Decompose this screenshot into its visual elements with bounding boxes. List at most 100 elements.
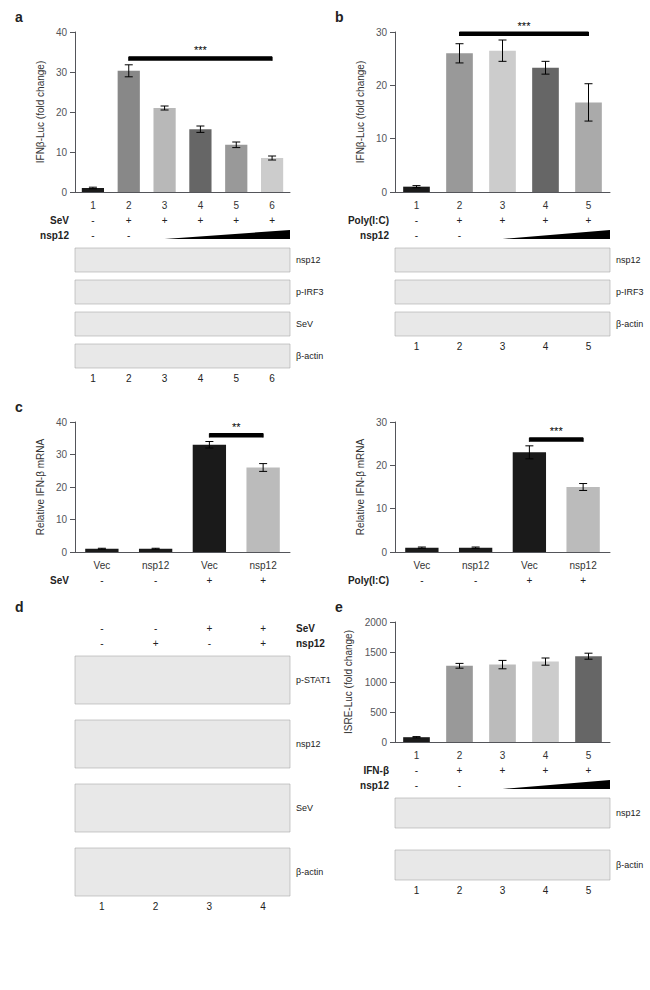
svg-text:***: *** bbox=[518, 20, 532, 32]
svg-text:4: 4 bbox=[198, 200, 204, 211]
svg-text:-: - bbox=[100, 575, 103, 586]
svg-text:1: 1 bbox=[414, 750, 420, 761]
svg-text:-: - bbox=[458, 230, 461, 241]
svg-text:+: + bbox=[153, 638, 159, 649]
svg-text:4: 4 bbox=[260, 901, 266, 912]
svg-text:**: ** bbox=[232, 421, 241, 433]
svg-text:+: + bbox=[500, 215, 506, 226]
svg-text:6: 6 bbox=[269, 373, 275, 384]
svg-text:-: - bbox=[91, 230, 94, 241]
svg-text:-: - bbox=[415, 780, 418, 791]
svg-text:0: 0 bbox=[61, 547, 67, 558]
svg-text:SeV: SeV bbox=[50, 215, 69, 226]
svg-text:2: 2 bbox=[126, 200, 132, 211]
svg-text:0: 0 bbox=[61, 187, 67, 198]
svg-text:***: *** bbox=[194, 44, 208, 56]
svg-text:nsp12: nsp12 bbox=[296, 638, 325, 649]
svg-text:4: 4 bbox=[543, 885, 549, 896]
svg-text:-: - bbox=[154, 623, 157, 634]
svg-text:5: 5 bbox=[586, 341, 592, 352]
svg-text:3: 3 bbox=[162, 373, 168, 384]
svg-text:-: - bbox=[208, 638, 211, 649]
svg-text:+: + bbox=[269, 215, 275, 226]
svg-text:30: 30 bbox=[56, 67, 68, 78]
svg-text:30: 30 bbox=[376, 417, 388, 428]
svg-text:10: 10 bbox=[376, 503, 388, 514]
svg-text:nsp12: nsp12 bbox=[360, 230, 389, 241]
svg-text:20: 20 bbox=[376, 460, 388, 471]
svg-text:nsp12: nsp12 bbox=[616, 255, 641, 265]
svg-text:5: 5 bbox=[586, 750, 592, 761]
svg-text:nsp12: nsp12 bbox=[616, 808, 641, 818]
svg-text:+: + bbox=[260, 575, 266, 586]
svg-text:-: - bbox=[415, 230, 418, 241]
svg-text:b: b bbox=[335, 9, 344, 25]
svg-text:+: + bbox=[580, 575, 586, 586]
svg-text:-: - bbox=[415, 765, 418, 776]
svg-text:SeV: SeV bbox=[50, 575, 69, 586]
svg-text:β-actin: β-actin bbox=[616, 319, 643, 329]
svg-text:nsp12: nsp12 bbox=[296, 255, 321, 265]
svg-text:Poly(I:C): Poly(I:C) bbox=[348, 215, 389, 226]
svg-text:SeV: SeV bbox=[296, 319, 313, 329]
svg-text:30: 30 bbox=[56, 449, 68, 460]
svg-text:20: 20 bbox=[56, 107, 68, 118]
svg-text:Relative IFN-β mRNA: Relative IFN-β mRNA bbox=[35, 439, 46, 536]
svg-text:5: 5 bbox=[586, 885, 592, 896]
svg-text:-: - bbox=[127, 230, 130, 241]
svg-text:IFNβ-Luc (fold change): IFNβ-Luc (fold change) bbox=[35, 61, 46, 163]
svg-text:4: 4 bbox=[543, 200, 549, 211]
svg-text:0: 0 bbox=[381, 187, 387, 198]
svg-text:1: 1 bbox=[90, 200, 96, 211]
svg-text:2: 2 bbox=[457, 885, 463, 896]
svg-text:+: + bbox=[457, 765, 463, 776]
svg-text:10: 10 bbox=[56, 514, 68, 525]
svg-text:nsp12: nsp12 bbox=[250, 560, 278, 571]
svg-text:1000: 1000 bbox=[365, 677, 388, 688]
svg-text:Vec: Vec bbox=[414, 560, 431, 571]
svg-text:p-IRF3: p-IRF3 bbox=[296, 287, 324, 297]
svg-text:a: a bbox=[15, 9, 23, 25]
svg-text:5: 5 bbox=[586, 200, 592, 211]
svg-text:+: + bbox=[206, 575, 212, 586]
svg-text:3: 3 bbox=[500, 341, 506, 352]
svg-text:2: 2 bbox=[457, 200, 463, 211]
svg-text:Vec: Vec bbox=[201, 560, 218, 571]
svg-text:10: 10 bbox=[56, 147, 68, 158]
svg-text:Vec: Vec bbox=[94, 560, 111, 571]
svg-text:1: 1 bbox=[414, 200, 420, 211]
svg-text:0: 0 bbox=[381, 547, 387, 558]
svg-text:+: + bbox=[543, 765, 549, 776]
svg-text:+: + bbox=[586, 215, 592, 226]
svg-text:3: 3 bbox=[500, 750, 506, 761]
svg-text:40: 40 bbox=[56, 27, 68, 38]
svg-text:+: + bbox=[457, 215, 463, 226]
svg-text:nsp12: nsp12 bbox=[40, 230, 69, 241]
svg-text:+: + bbox=[526, 575, 532, 586]
svg-text:c: c bbox=[15, 399, 23, 415]
svg-text:+: + bbox=[197, 215, 203, 226]
svg-text:-: - bbox=[100, 623, 103, 634]
svg-text:6: 6 bbox=[269, 200, 275, 211]
svg-text:Poly(I:C): Poly(I:C) bbox=[348, 575, 389, 586]
svg-text:+: + bbox=[260, 623, 266, 634]
svg-text:Relative IFN-β mRNA: Relative IFN-β mRNA bbox=[355, 439, 366, 536]
svg-text:10: 10 bbox=[376, 133, 388, 144]
svg-text:0: 0 bbox=[381, 737, 387, 748]
svg-text:d: d bbox=[15, 599, 24, 615]
svg-text:+: + bbox=[260, 638, 266, 649]
svg-text:-: - bbox=[91, 215, 94, 226]
svg-text:p-STAT1: p-STAT1 bbox=[296, 675, 331, 685]
svg-text:+: + bbox=[233, 215, 239, 226]
svg-text:+: + bbox=[500, 765, 506, 776]
svg-text:nsp12: nsp12 bbox=[360, 780, 389, 791]
svg-text:1: 1 bbox=[414, 885, 420, 896]
svg-text:Vec: Vec bbox=[521, 560, 538, 571]
svg-text:3: 3 bbox=[500, 200, 506, 211]
svg-text:-: - bbox=[458, 780, 461, 791]
svg-text:nsp12: nsp12 bbox=[570, 560, 598, 571]
svg-text:4: 4 bbox=[543, 341, 549, 352]
svg-text:-: - bbox=[100, 638, 103, 649]
svg-text:40: 40 bbox=[56, 417, 68, 428]
svg-text:-: - bbox=[474, 575, 477, 586]
